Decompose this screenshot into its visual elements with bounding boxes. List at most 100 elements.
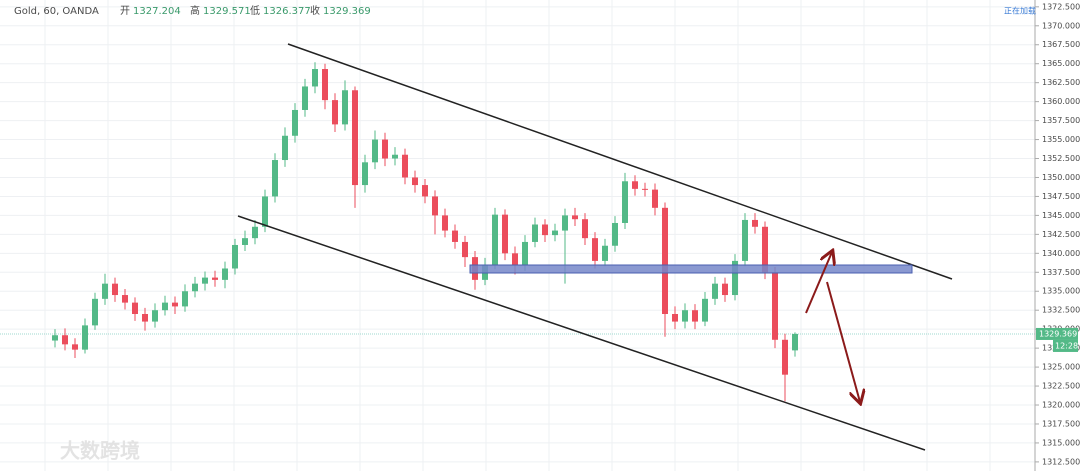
candle-body: [612, 222, 618, 246]
y-tick-label: 1337.500: [1042, 268, 1080, 277]
grid: [0, 0, 1035, 471]
countdown-label: 12:28: [1055, 341, 1078, 350]
y-tick-label: 1340.000: [1042, 249, 1080, 258]
y-tick-label: 1352.500: [1042, 154, 1080, 163]
candle-body: [372, 139, 378, 163]
y-tick-label: 1317.500: [1042, 419, 1080, 428]
candle-body: [332, 100, 338, 125]
candle-body: [682, 310, 688, 322]
y-tick-label: 1370.000: [1042, 21, 1080, 30]
candle-body: [602, 245, 608, 261]
candle-body: [52, 335, 58, 341]
y-tick-label: 1365.000: [1042, 59, 1080, 68]
y-tick-label: 1312.500: [1042, 457, 1080, 466]
candle-body: [282, 135, 288, 161]
candle-body: [292, 109, 298, 136]
candle-body: [732, 260, 738, 296]
open-value: 1327.204: [133, 6, 181, 17]
candle-body: [562, 215, 568, 231]
candle-body: [402, 154, 408, 178]
candle-body: [762, 226, 768, 273]
high-value: 1329.571: [203, 6, 251, 17]
candle-body: [302, 86, 308, 110]
close-value: 1329.369: [323, 6, 371, 17]
candle-body: [222, 268, 228, 280]
candle-body: [712, 283, 718, 299]
candle-body: [262, 196, 268, 227]
y-tick-label: 1360.000: [1042, 97, 1080, 106]
candle-body: [752, 219, 758, 227]
status: 正在加载: [1004, 6, 1036, 16]
open-label: 开: [120, 6, 130, 17]
candle-body: [422, 185, 428, 197]
close-label: 收: [310, 4, 320, 17]
candle-body: [172, 302, 178, 307]
candle-body: [592, 238, 598, 261]
candle-body: [212, 277, 218, 280]
y-tick-label: 1367.500: [1042, 40, 1080, 49]
y-tick-label: 1322.500: [1042, 382, 1080, 391]
candle-body: [72, 344, 78, 350]
watermark: 大数跨境: [60, 439, 140, 463]
candle-body: [392, 154, 398, 159]
candle-body: [742, 219, 748, 261]
candle-body: [152, 310, 158, 322]
candle-body: [792, 333, 798, 351]
candle-body: [722, 283, 728, 296]
candle-body: [122, 295, 128, 303]
y-tick-label: 1325.000: [1042, 363, 1080, 372]
candle-body: [522, 241, 528, 265]
candle-body: [322, 69, 328, 101]
y-tick-label: 1347.500: [1042, 192, 1080, 201]
candle-body: [92, 298, 98, 326]
arrow: [805, 252, 832, 314]
y-axis: 1312.500 1315.000 1317.500 1320.000 1322.500…: [1035, 2, 1080, 466]
candle-body: [532, 224, 538, 242]
candle-body: [692, 310, 698, 322]
price-tag: [1036, 327, 1078, 340]
candle-body: [252, 226, 258, 239]
countdown-tag: [1053, 339, 1078, 352]
candle-body: [552, 230, 558, 236]
candle-body: [112, 283, 118, 296]
trend-line: [237, 215, 926, 451]
candle-body: [82, 325, 88, 350]
candle-body: [582, 219, 588, 239]
low-value: 1326.377: [263, 6, 311, 17]
candle-body: [102, 283, 108, 299]
candle-body: [642, 188, 648, 190]
legend-header: Gold, 60, OANDA 开 1327.204 高 1329.571 低 …: [14, 4, 371, 17]
candle-body: [572, 215, 578, 220]
candle-body: [672, 314, 678, 322]
y-tick-label: 1362.500: [1042, 78, 1080, 87]
candle-body: [662, 207, 668, 314]
y-tick-label: 1332.500: [1042, 306, 1080, 315]
candle-body: [182, 291, 188, 307]
y-tick-label: 1320.000: [1042, 401, 1080, 410]
zone: [469, 264, 913, 274]
candle-body: [272, 160, 278, 197]
candle-body: [62, 335, 68, 345]
candle-body: [502, 214, 508, 254]
low-label: 低: [250, 4, 260, 17]
candle-body: [352, 90, 358, 186]
candle-body: [432, 196, 438, 216]
candle-body: [622, 181, 628, 223]
y-tick-label: 1372.500: [1042, 2, 1080, 11]
y-tick-label: 1350.000: [1042, 173, 1080, 182]
candle-body: [362, 162, 368, 186]
symbol: Gold, 60, OANDA: [14, 6, 99, 17]
price-tag-label: 1329.369: [1039, 329, 1077, 338]
candle-body: [312, 69, 318, 87]
y-tick-label: 1315.000: [1042, 438, 1080, 447]
candle-body: [202, 277, 208, 284]
candles: [52, 62, 798, 402]
candle-body: [412, 177, 418, 186]
candle-body: [652, 189, 658, 208]
candle-body: [162, 302, 168, 311]
y-tick-label: 1345.000: [1042, 211, 1080, 220]
arrow: [826, 281, 860, 402]
y-tick-label: 1355.000: [1042, 135, 1080, 144]
candle-body: [702, 298, 708, 322]
